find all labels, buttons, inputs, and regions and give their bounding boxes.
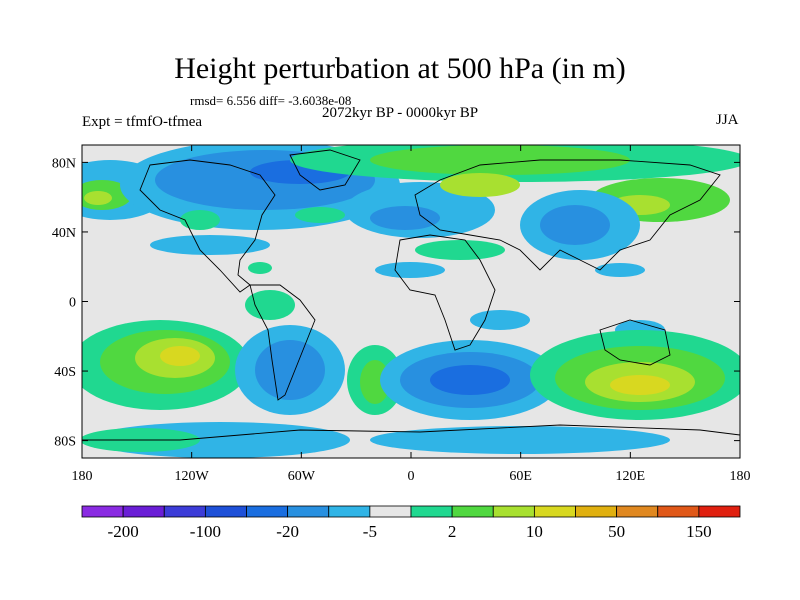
colorbar-labels: -200 -100 -20 -5 2 10 50 150: [108, 522, 712, 541]
colorbar-swatch: [492, 505, 535, 518]
colorbar-swatch: [369, 505, 412, 518]
lon-tick-label: 60W: [288, 469, 316, 484]
colorbar-swatch: [122, 505, 165, 518]
lon-ticks: [81, 145, 741, 458]
colorbar-label: 150: [686, 522, 712, 541]
lat-tick-label: 40N: [52, 226, 76, 241]
colorbar: [81, 505, 741, 518]
colorbar-swatch: [533, 505, 576, 518]
colorbar-swatch: [246, 505, 289, 518]
lon-labels: 180 120W 60W 0 60E 120E 180: [72, 469, 751, 484]
colorbar-swatch: [657, 505, 700, 518]
colorbar-swatch: [451, 505, 494, 518]
rmsd-stats: rmsd= 6.556 diff= -3.6038e-08: [190, 93, 352, 108]
colorbar-label: -100: [190, 522, 221, 541]
colorbar-label: 2: [448, 522, 457, 541]
colorbar-swatch: [616, 505, 659, 518]
colorbar-swatch: [204, 505, 247, 518]
lat-labels: 80N 40N 0 40S 80S: [52, 156, 76, 449]
colorbar-label: 10: [526, 522, 543, 541]
lat-tick-label: 80S: [54, 435, 76, 450]
lon-tick-label: 120E: [616, 469, 646, 484]
period-label: 2072kyr BP - 0000kyr BP: [322, 105, 479, 121]
experiment-label: Expt = tfmfO-tfmea: [82, 114, 203, 130]
lon-tick-label: 0: [408, 469, 415, 484]
lat-tick-label: 0: [69, 296, 76, 311]
colorbar-swatch: [328, 505, 371, 518]
colorbar-label: -200: [108, 522, 139, 541]
colorbar-swatch: [287, 505, 330, 518]
lon-tick-label: 180: [730, 469, 751, 484]
colorbar-swatch: [575, 505, 618, 518]
colorbar-label: -5: [363, 522, 377, 541]
lat-tick-label: 40S: [54, 365, 76, 380]
colorbar-label: 50: [608, 522, 625, 541]
coastlines: [82, 149, 740, 458]
contour-field: [82, 145, 740, 458]
map-title: Height perturbation at 500 hPa (in m): [174, 52, 626, 85]
season-label: JJA: [716, 112, 739, 128]
lon-tick-label: 60E: [509, 469, 532, 484]
colorbar-swatch: [410, 505, 453, 518]
colorbar-swatch: [698, 505, 741, 518]
lat-tick-label: 80N: [52, 156, 76, 171]
lon-tick-label: 120W: [175, 469, 210, 484]
colorbar-label: -20: [276, 522, 299, 541]
colorbar-swatch: [163, 505, 206, 518]
colorbar-swatch: [81, 505, 124, 518]
lat-ticks: [82, 161, 740, 442]
lon-tick-label: 180: [72, 469, 93, 484]
